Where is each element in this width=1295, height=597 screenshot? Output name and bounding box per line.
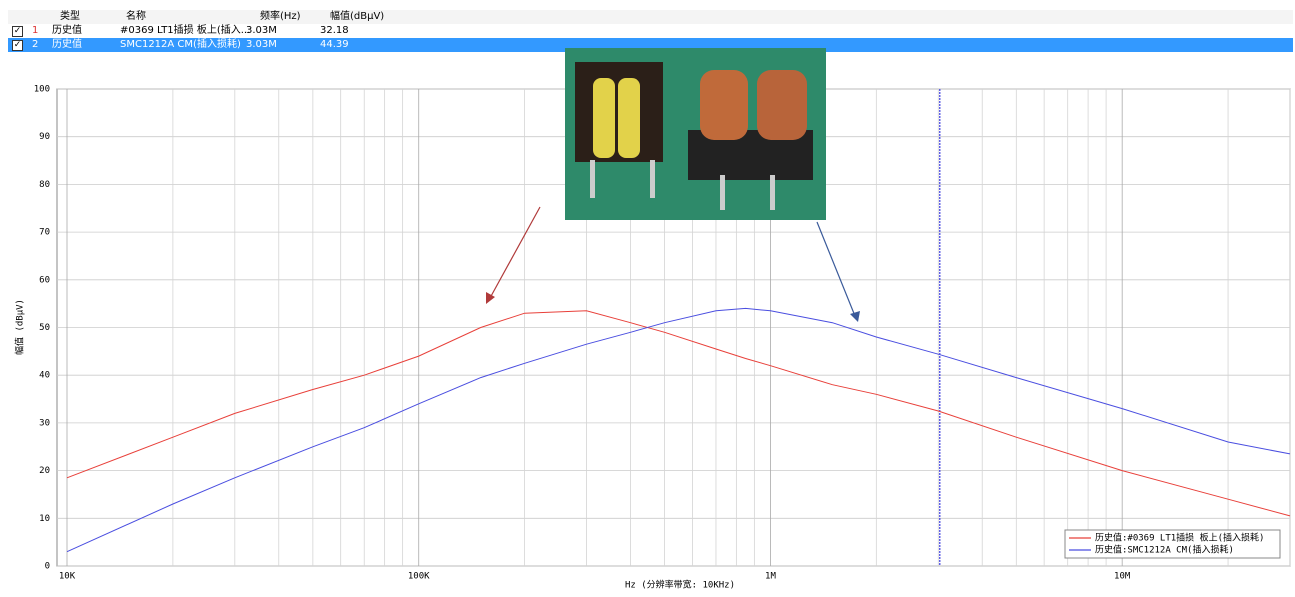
series-line xyxy=(66,307,1291,553)
cell: 32.18 xyxy=(320,25,349,36)
legend-label: 历史值:SMC1212A CM(插入损耗) xyxy=(1095,544,1234,556)
cell: #0369 LT1插损 板上(插入... xyxy=(120,25,251,36)
x-tick-label: 10K xyxy=(59,572,76,582)
y-tick-label: 80 xyxy=(39,180,50,190)
cell: 历史值 xyxy=(52,39,82,50)
y-tick-label: 20 xyxy=(39,466,50,476)
header-cell: 类型 xyxy=(60,11,80,22)
x-tick-label: 1M xyxy=(765,572,776,582)
y-tick-label: 40 xyxy=(39,371,50,381)
x-axis-label: Hz (分辨率带宽: 10KHz) xyxy=(625,579,735,591)
header-cell: 幅值(dBμV) xyxy=(330,11,385,22)
y-tick-label: 0 xyxy=(45,562,50,572)
y-tick-label: 90 xyxy=(39,132,50,142)
x-tick-label: 10M xyxy=(1114,572,1131,582)
legend-label: 历史值:#0369 LT1插损 板上(插入损耗) xyxy=(1095,532,1264,544)
result-table: 类型 名称 频率(Hz) 幅值(dBμV) ✓ 1 历史值 #0369 LT1插… xyxy=(8,10,1293,52)
y-tick-label: 30 xyxy=(39,418,50,428)
y-tick-label: 100 xyxy=(34,85,50,95)
annotation-arrow xyxy=(486,206,860,322)
series-line xyxy=(66,310,1291,517)
product-photo xyxy=(565,48,826,220)
cell: 历史值 xyxy=(52,25,82,36)
checkbox[interactable]: ✓ xyxy=(12,40,23,51)
cell: 44.39 xyxy=(320,39,349,50)
x-tick-label: 100K xyxy=(408,572,430,582)
table-row[interactable]: ✓ 2 历史值 SMC1212A CM(插入损耗) 3.03M 44.39 xyxy=(8,38,1293,52)
y-tick-label: 50 xyxy=(39,323,50,333)
header-cell: 名称 xyxy=(126,11,146,22)
cell: 3.03M xyxy=(246,39,277,50)
checkbox[interactable]: ✓ xyxy=(12,26,23,37)
cell: 3.03M xyxy=(246,25,277,36)
y-axis-label: 幅值 (dBμV) xyxy=(14,299,26,355)
y-tick-label: 60 xyxy=(39,275,50,285)
legend-box xyxy=(1064,529,1281,559)
y-tick-label: 70 xyxy=(39,228,50,238)
table-row[interactable]: ✓ 1 历史值 #0369 LT1插损 板上(插入... 3.03M 32.18 xyxy=(8,24,1293,38)
header-cell: 频率(Hz) xyxy=(260,11,301,22)
cell: 1 xyxy=(32,25,39,36)
cell: 2 xyxy=(32,39,39,50)
y-tick-label: 10 xyxy=(39,514,50,524)
table-header: 类型 名称 频率(Hz) 幅值(dBμV) xyxy=(8,10,1293,24)
cell: SMC1212A CM(插入损耗) xyxy=(120,39,241,50)
